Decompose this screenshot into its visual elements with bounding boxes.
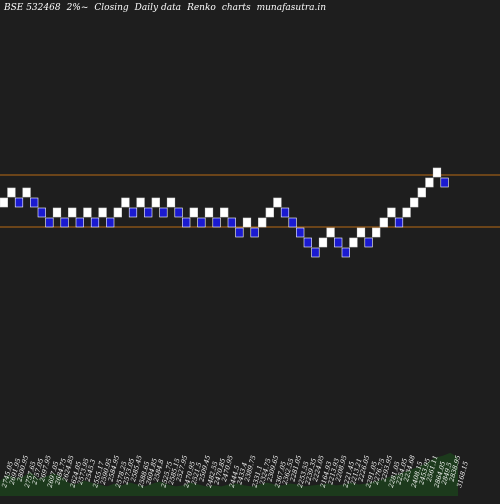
renko-brick <box>296 227 305 238</box>
renko-brick <box>258 217 267 228</box>
renko-brick <box>52 207 62 218</box>
price-labels-layer: 2745.052691.952800.952757.652757.052697.… <box>0 454 470 489</box>
renko-brick <box>83 207 92 218</box>
renko-brick <box>197 217 206 228</box>
renko-brick <box>410 197 419 208</box>
renko-brick <box>303 237 312 248</box>
header-symbol: BSE 532468 <box>4 3 61 13</box>
renko-brick <box>106 217 115 228</box>
header-chart-kind: Renko <box>187 3 216 13</box>
renko-brick <box>349 237 358 248</box>
renko-brick <box>372 227 381 238</box>
renko-brick <box>288 217 297 228</box>
header-frequency: Daily data <box>134 3 182 13</box>
renko-brick <box>45 217 54 228</box>
renko-brick <box>128 207 138 218</box>
header-basis: Closing <box>94 3 129 13</box>
renko-brick <box>182 217 191 228</box>
renko-brick <box>250 227 259 238</box>
renko-brick <box>417 187 426 198</box>
renko-brick <box>174 207 183 218</box>
renko-brick <box>159 207 168 218</box>
chart-header: BSE 532468 2%~ Closing Daily data Renko chart… <box>4 3 332 13</box>
renko-brick <box>280 207 290 218</box>
renko-brick <box>341 247 350 258</box>
renko-brick <box>113 207 122 218</box>
renko-brick <box>22 187 31 198</box>
renko-brick <box>318 237 328 248</box>
renko-brick <box>379 217 388 228</box>
renko-brick <box>356 227 366 238</box>
volume-area <box>0 452 458 496</box>
renko-brick <box>273 197 282 208</box>
renko-brick <box>227 217 236 228</box>
renko-brick <box>136 197 145 208</box>
renko-brick <box>121 197 130 208</box>
renko-brick <box>37 207 46 218</box>
renko-brick <box>98 207 107 218</box>
renko-brick <box>204 207 214 218</box>
renko-brick <box>151 197 160 208</box>
renko-brick <box>387 207 396 218</box>
renko-brick <box>432 167 442 178</box>
renko-brick <box>68 207 77 218</box>
renko-brick <box>440 177 449 188</box>
renko-brick <box>394 217 404 228</box>
renko-brick <box>14 197 24 208</box>
renko-brick <box>265 207 274 218</box>
renko-brick <box>212 217 221 228</box>
renko-brick <box>311 247 320 258</box>
renko-brick <box>60 217 69 228</box>
header-charts-word: charts <box>221 3 251 13</box>
renko-brick <box>189 207 198 218</box>
renko-brick <box>364 237 373 248</box>
renko-brick <box>90 217 100 228</box>
renko-brick <box>402 207 411 218</box>
bricks-layer <box>0 167 449 258</box>
renko-brick <box>144 207 153 218</box>
header-box-size: 2%~ <box>66 3 89 13</box>
renko-brick <box>425 177 434 188</box>
renko-brick <box>7 187 16 198</box>
volume-area-layer <box>0 452 458 496</box>
renko-brick <box>220 207 229 218</box>
renko-brick <box>235 227 244 238</box>
renko-brick <box>334 237 343 248</box>
renko-brick <box>30 197 39 208</box>
renko-brick <box>0 197 8 208</box>
header-site: munafasutra.in <box>256 3 327 13</box>
renko-brick <box>326 227 335 238</box>
renko-brick <box>166 197 176 208</box>
renko-brick <box>242 217 252 228</box>
renko-brick <box>75 217 84 228</box>
